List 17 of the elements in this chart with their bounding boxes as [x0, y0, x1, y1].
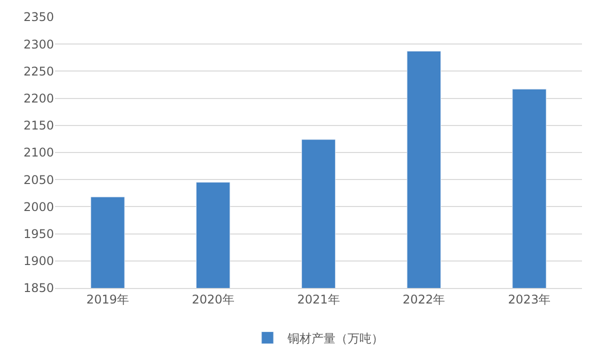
y-tick-label: 2100	[23, 146, 54, 160]
x-tick-label: 2022年	[402, 292, 446, 306]
y-tick-label: 2150	[23, 118, 54, 133]
y-tick-label: 2350	[23, 10, 54, 24]
y-tick-label: 2200	[23, 92, 54, 106]
x-tick-label: 2020年	[192, 292, 234, 306]
y-tick-label: 2000	[23, 200, 54, 214]
y-tick-label: 1950	[23, 227, 54, 241]
y-tick-label: 2250	[23, 64, 54, 78]
x-tick-label: 2021年	[297, 292, 340, 306]
y-tick-label: 1900	[23, 254, 54, 268]
y-tick-label: 1850	[23, 281, 54, 296]
y-tick-label: 2050	[23, 172, 54, 187]
y-tick-label: 2300	[23, 37, 54, 52]
legend-label: 铜材产量（万吨）	[286, 331, 384, 346]
x-tick-label: 2023年	[508, 292, 551, 306]
x-tick-label: 2019年	[86, 292, 129, 306]
